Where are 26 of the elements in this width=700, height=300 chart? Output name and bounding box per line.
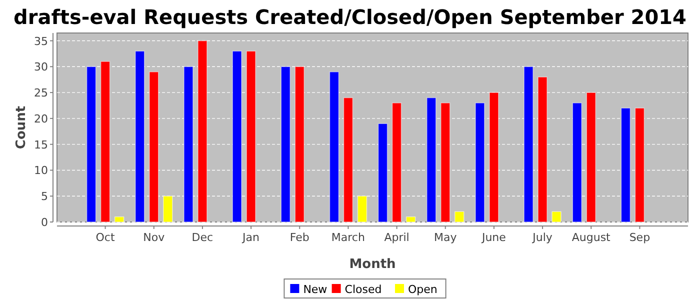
y-tick-label: 15 [34, 138, 48, 152]
x-tick-label: March [331, 231, 365, 244]
x-tick-label: Oct [96, 231, 116, 244]
y-tick-label: 10 [34, 164, 48, 178]
x-tick-label: May [434, 231, 458, 244]
y-tick-label: 0 [41, 216, 48, 229]
x-tick-label: Dec [192, 231, 214, 244]
x-tick-label: Jan [242, 231, 260, 244]
x-tick-label: Feb [290, 231, 310, 244]
legend-label: Open [408, 283, 438, 296]
y-tick-label: 20 [34, 112, 48, 126]
y-axis-title: Count [14, 106, 29, 150]
chart-title: drafts-eval Requests Created/Closed/Open September 2014 [14, 5, 686, 29]
y-tick-label: 35 [34, 34, 48, 48]
x-tick-label: April [384, 231, 410, 244]
x-tick-label: August [572, 231, 612, 244]
x-tick-label: Nov [143, 231, 166, 244]
x-tick-label: Sep [629, 231, 650, 244]
legend-label: New [303, 283, 328, 296]
x-axis-title: Month [349, 257, 396, 272]
x-tick-label: June [480, 231, 506, 244]
x-tick-label: July [532, 231, 553, 244]
y-tick-label: 25 [34, 86, 48, 100]
y-tick-label: 30 [34, 60, 48, 74]
legend-label: Closed [344, 283, 382, 296]
y-tick-label: 5 [41, 190, 48, 204]
